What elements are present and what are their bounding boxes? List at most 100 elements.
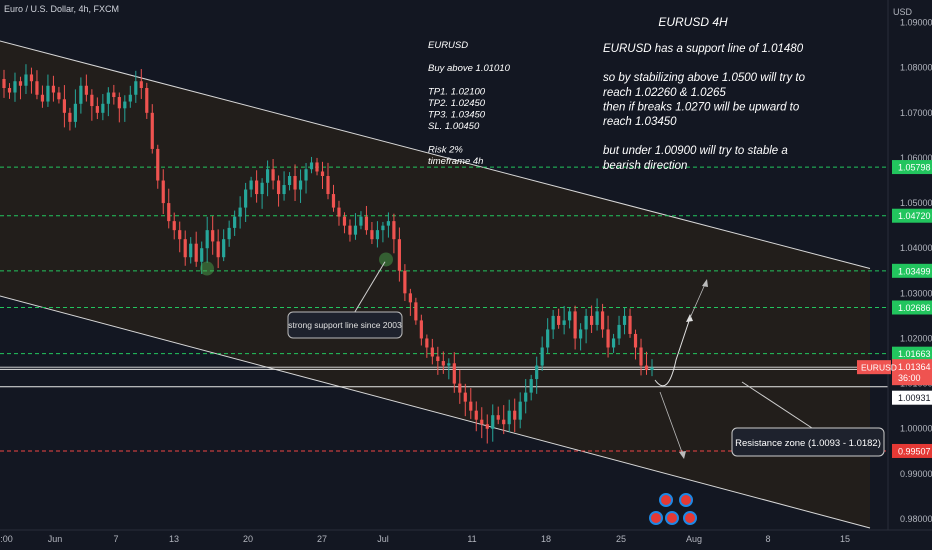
candle-body bbox=[106, 92, 110, 104]
y-tick-label: 0.99000 bbox=[900, 469, 932, 479]
candle-body bbox=[194, 243, 198, 262]
last-price-countdown: 36:00 bbox=[898, 373, 921, 383]
zone-tag-label-1: 1.00931 bbox=[898, 393, 931, 403]
candle-body bbox=[249, 180, 253, 190]
candle-body bbox=[628, 315, 632, 334]
candle-body bbox=[568, 311, 572, 321]
candle-body bbox=[326, 176, 330, 195]
candle-body bbox=[524, 392, 528, 402]
x-tick-label: Aug bbox=[686, 534, 702, 544]
y-tick-label: 1.03000 bbox=[900, 288, 932, 298]
candle-body bbox=[408, 293, 412, 303]
candle-body bbox=[233, 216, 237, 228]
level-tag-1 bbox=[892, 208, 932, 223]
zone-tag-1 bbox=[892, 390, 932, 405]
candle-body bbox=[35, 81, 39, 95]
candle-body bbox=[480, 419, 484, 425]
trade-plan-line-9: Risk 2% bbox=[428, 144, 463, 155]
channel-lower-line bbox=[0, 295, 871, 529]
candle-body bbox=[18, 81, 23, 86]
candle-body bbox=[205, 230, 209, 249]
analysis-title: EURUSD 4H bbox=[658, 15, 728, 29]
trade-plan-line-2: Buy above 1.01010 bbox=[428, 63, 511, 74]
candle-body bbox=[112, 92, 116, 98]
candle-body bbox=[611, 338, 616, 348]
candle-body bbox=[518, 401, 522, 420]
candle-body bbox=[529, 379, 533, 393]
candle-body bbox=[375, 230, 380, 240]
level-tag-4 bbox=[892, 346, 932, 361]
trade-plan-line-0: EURUSD bbox=[428, 40, 468, 51]
x-tick-label: 8 bbox=[765, 534, 770, 544]
candle-body bbox=[600, 311, 605, 330]
candle-body bbox=[2, 78, 6, 88]
candle-body bbox=[535, 365, 539, 380]
candle-body bbox=[7, 88, 12, 93]
event-flag-icon bbox=[683, 511, 697, 525]
trade-plan-line-5: TP2. 1.02450 bbox=[428, 98, 486, 109]
x-tick-label: 25 bbox=[616, 534, 626, 544]
candle-body bbox=[40, 94, 45, 102]
support-callout-box bbox=[287, 311, 403, 339]
candle-body bbox=[595, 311, 599, 325]
candle-body bbox=[189, 243, 193, 258]
y-tick-label: 1.00000 bbox=[900, 424, 932, 434]
event-flag-icon bbox=[665, 511, 679, 525]
analysis-line-4: then if breaks 1.0270 will be upward to bbox=[603, 101, 800, 113]
candle-body bbox=[183, 239, 187, 258]
y-tick-label: 1.05000 bbox=[900, 198, 932, 208]
candle-body bbox=[557, 315, 561, 325]
candle-body bbox=[342, 216, 347, 226]
resistance-callout-pointer bbox=[741, 381, 813, 429]
candle-body bbox=[606, 329, 610, 348]
level-tag-0 bbox=[892, 160, 932, 175]
event-flag-icon bbox=[659, 493, 673, 507]
candle-body bbox=[430, 347, 434, 357]
candle-body bbox=[216, 241, 220, 258]
trade-plan-line-4: TP1. 1.02100 bbox=[428, 86, 486, 97]
channel-upper-line bbox=[0, 40, 871, 269]
candle-body bbox=[359, 216, 363, 226]
candle-body bbox=[24, 74, 28, 86]
candle-body bbox=[386, 221, 391, 226]
level-tag-label-0: 1.05798 bbox=[898, 163, 931, 173]
currency-label: USD bbox=[892, 7, 912, 17]
analysis-line-2: so by stabilizing above 1.0500 will try … bbox=[603, 72, 806, 84]
trade-plan-line-10: timeframe 4h bbox=[428, 156, 483, 167]
candle-body bbox=[298, 180, 303, 190]
candle-body bbox=[622, 315, 627, 325]
candle-body bbox=[364, 216, 369, 231]
last-price-value: 1.01364 bbox=[898, 362, 931, 372]
symbol-tag bbox=[857, 360, 891, 375]
x-tick-label: Jul bbox=[377, 534, 389, 544]
x-tick-label: 11 bbox=[467, 534, 476, 544]
level-tag-label-5: 0.99507 bbox=[898, 446, 931, 456]
resistance-callout-label: Resistance zone (1.0093 - 1.0182) bbox=[735, 438, 881, 449]
candle-body bbox=[68, 112, 72, 122]
analysis-line-5: reach 1.03450 bbox=[603, 116, 677, 128]
level-tag-label-3: 1.02686 bbox=[898, 303, 931, 313]
candle-body bbox=[463, 392, 467, 402]
candle-body bbox=[117, 97, 121, 109]
candle-body bbox=[644, 365, 649, 371]
x-tick-label: 20 bbox=[243, 534, 253, 544]
event-flag-icon bbox=[679, 493, 693, 507]
candle-body bbox=[348, 225, 352, 235]
candle-body bbox=[381, 225, 385, 231]
last-price-tag bbox=[892, 359, 932, 386]
projection-down-arrow bbox=[679, 451, 686, 459]
candle-body bbox=[513, 410, 517, 420]
candle-body bbox=[452, 363, 456, 384]
candle-body bbox=[156, 148, 160, 181]
channel-fill bbox=[0, 40, 870, 528]
resistance-callout-box bbox=[731, 427, 885, 457]
support-callout-label: strong support line since 2003 bbox=[288, 320, 402, 330]
candle-body bbox=[128, 94, 132, 102]
symbol-tag-label: EURUSD bbox=[861, 363, 897, 373]
candle-body bbox=[315, 162, 319, 172]
candle-body bbox=[304, 169, 308, 181]
candle-body bbox=[172, 221, 176, 231]
trade-plan-line-6: TP3. 1.03450 bbox=[428, 110, 486, 121]
candle-body bbox=[90, 94, 94, 107]
